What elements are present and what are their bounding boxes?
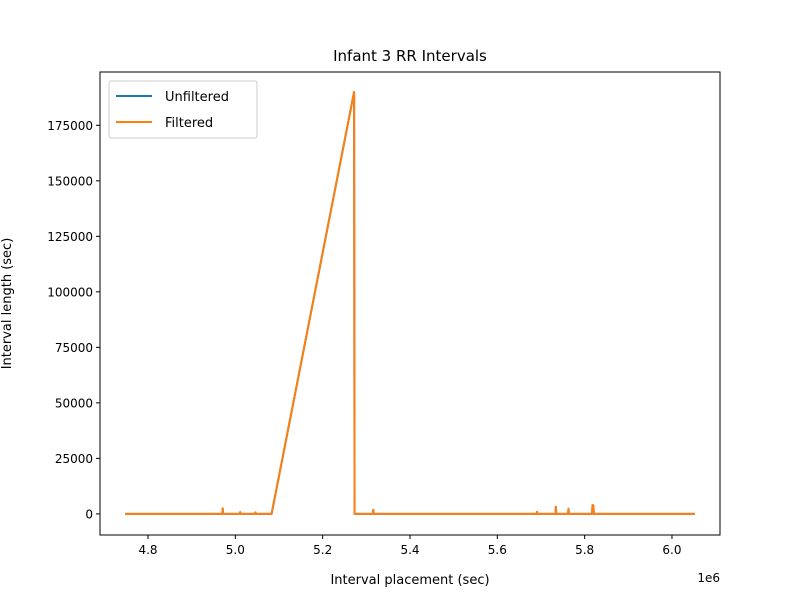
x-axis-label: Interval placement (sec) bbox=[330, 573, 489, 588]
series-line-unfiltered bbox=[125, 90, 695, 515]
plot-frame bbox=[99, 71, 721, 536]
legend-label-filtered: Filtered bbox=[165, 116, 213, 131]
x-tick-label: 5.8 bbox=[575, 543, 594, 557]
plot-lines bbox=[125, 90, 695, 515]
x-tick-label: 5.4 bbox=[400, 543, 419, 557]
y-tick-label: 0 bbox=[85, 507, 93, 521]
series-line-filtered bbox=[125, 90, 695, 515]
y-axis-ticks: 0 25000 50000 75000 100000 125000 150000 175000 bbox=[47, 119, 100, 521]
x-axis-offset-label: 1e6 bbox=[697, 571, 720, 585]
y-tick-label: 100000 bbox=[47, 285, 93, 299]
y-tick-label: 125000 bbox=[47, 230, 93, 244]
x-axis-ticks: 4.8 5.0 5.2 5.4 5.6 5.8 6.0 bbox=[138, 535, 682, 557]
x-tick-label: 6.0 bbox=[662, 543, 681, 557]
y-axis-label: Interval length (sec) bbox=[0, 238, 15, 370]
y-tick-label: 150000 bbox=[47, 174, 93, 188]
legend-label-unfiltered: Unfiltered bbox=[165, 90, 229, 105]
x-tick-label: 4.8 bbox=[138, 543, 157, 557]
x-tick-label: 5.0 bbox=[226, 543, 245, 557]
legend: Unfiltered Filtered bbox=[108, 80, 258, 139]
chart-title: Infant 3 RR Intervals bbox=[333, 47, 487, 65]
y-tick-label: 25000 bbox=[55, 452, 93, 466]
x-tick-label: 5.2 bbox=[313, 543, 332, 557]
y-tick-label: 175000 bbox=[47, 119, 93, 133]
x-tick-label: 5.6 bbox=[488, 543, 507, 557]
y-tick-label: 50000 bbox=[55, 396, 93, 410]
y-tick-label: 75000 bbox=[55, 341, 93, 355]
